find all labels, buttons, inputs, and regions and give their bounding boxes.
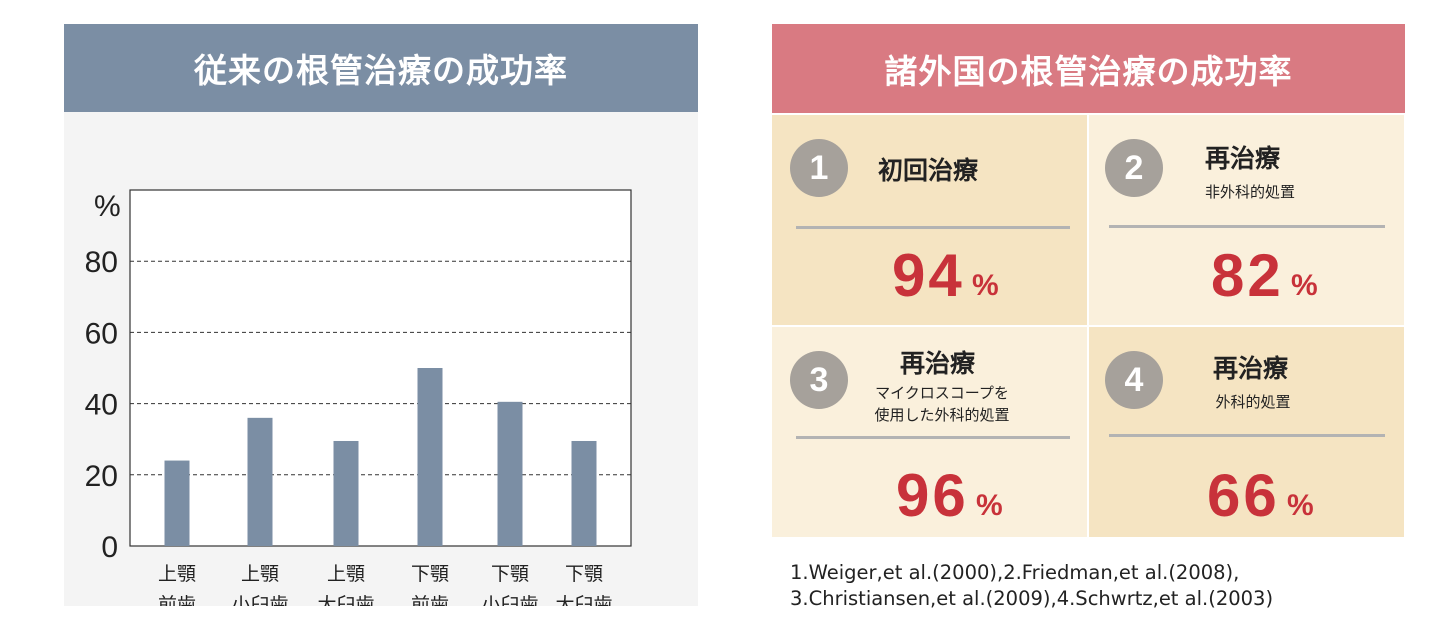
card-divider	[1109, 225, 1385, 228]
x-category-label: 上顎	[158, 563, 196, 585]
card-unit: %	[1287, 489, 1314, 522]
bar-1	[164, 460, 190, 546]
references: 1.Weiger,et al.(2000),2.Friedman,et al.(…	[790, 560, 1273, 612]
y-unit-label: %	[94, 190, 121, 223]
x-category-label: 小臼歯	[481, 594, 538, 606]
bar-4	[417, 368, 443, 546]
right-panel-title: 諸外国の根管治療の成功率	[772, 24, 1405, 113]
left-panel: 従来の根管治療の成功率 0 20 40 60 80% 上顎前歯 上顎小臼歯 上顎大臼歯 下顎前歯…	[64, 24, 698, 606]
x-category-label: 下顎	[565, 563, 603, 585]
card-subtitle: 外科的処置	[1215, 393, 1291, 411]
x-category-label: 大臼歯	[317, 594, 374, 606]
card-value: 66	[1207, 462, 1280, 529]
x-category-label: 下顎	[491, 563, 529, 585]
x-category-label: 上顎	[327, 563, 365, 585]
result-card-1: 1 初回治療 94 %	[772, 115, 1087, 325]
card-value: 96	[896, 462, 969, 529]
card-title: 再治療	[1213, 354, 1289, 383]
bar-6	[571, 440, 597, 546]
card-unit: %	[976, 489, 1003, 522]
card-number-badge: 2	[1105, 139, 1163, 197]
bar-3	[333, 440, 359, 546]
x-category-label: 下顎	[411, 563, 449, 585]
y-tick-label: 0	[101, 531, 118, 564]
result-card-3: 3 再治療 マイクロスコープを 使用した外科的処置 96 %	[772, 327, 1087, 537]
y-tick-label: 60	[85, 317, 118, 350]
card-number-badge: 3	[790, 351, 848, 409]
card-subtitle: 使用した外科的処置	[874, 406, 1010, 424]
result-card-2: 2 再治療 非外科的処置 82 %	[1089, 115, 1404, 325]
card-number-badge: 4	[1105, 351, 1163, 409]
result-card-4: 4 再治療 外科的処置 66 %	[1089, 327, 1404, 537]
y-tick-label: 20	[85, 460, 118, 493]
reference-line: 3.Christiansen,et al.(2009),4.Schwrtz,et…	[790, 587, 1274, 610]
card-subtitle: マイクロスコープを	[875, 384, 1009, 402]
x-category-label: 前歯	[158, 594, 196, 606]
card-unit: %	[972, 269, 999, 302]
card-unit: %	[1291, 269, 1318, 302]
reference-line: 1.Weiger,et al.(2000),2.Friedman,et al.(…	[790, 561, 1240, 584]
bar-5	[497, 401, 523, 546]
card-divider	[796, 436, 1070, 439]
card-title: 再治療	[900, 349, 976, 378]
x-category-label: 前歯	[411, 594, 449, 606]
card-title: 初回治療	[878, 156, 979, 185]
card-value: 82	[1211, 242, 1284, 309]
x-category-label: 上顎	[241, 563, 279, 585]
card-title: 再治療	[1205, 144, 1281, 173]
card-number-badge: 1	[790, 139, 848, 197]
card-divider	[1109, 434, 1385, 437]
plot-area	[129, 189, 632, 547]
x-category-label: 大臼歯	[555, 594, 612, 606]
x-category-label: 小臼歯	[231, 594, 288, 606]
left-panel-title: 従来の根管治療の成功率	[64, 24, 698, 112]
card-subtitle: 非外科的処置	[1204, 183, 1295, 201]
card-value: 94	[892, 242, 965, 309]
y-tick-label: 80	[85, 246, 118, 279]
y-tick-label: 40	[85, 389, 118, 422]
card-divider	[796, 226, 1070, 229]
bar-2	[247, 417, 273, 546]
